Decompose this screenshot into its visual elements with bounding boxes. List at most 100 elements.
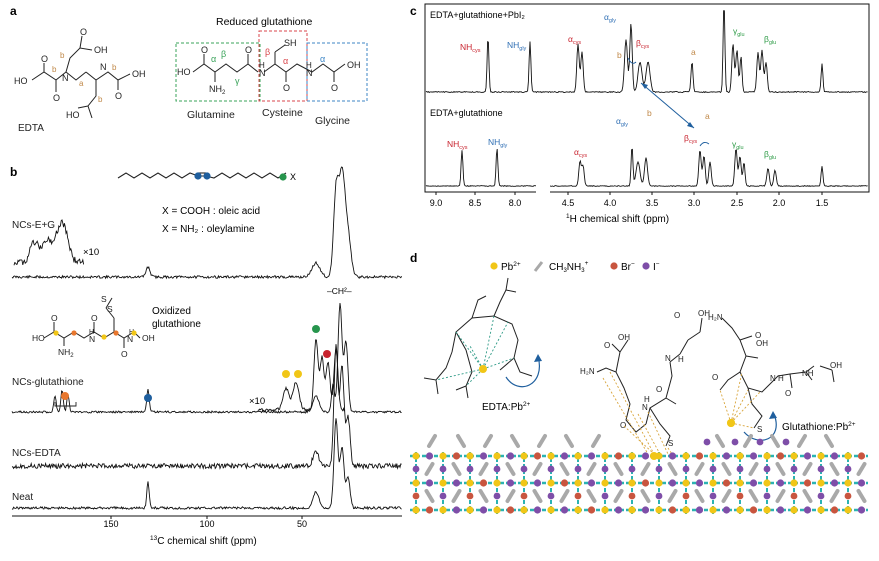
- ox-o3: O: [121, 349, 128, 359]
- perovskite-lattice: [410, 419, 868, 514]
- right-o2: O: [712, 373, 718, 382]
- residue-cysteine: Cysteine: [262, 107, 303, 119]
- trace-label-nce: NCs-E+G: [12, 220, 55, 231]
- peak-marker-red: [323, 350, 331, 358]
- panel-b-letter: b: [10, 165, 17, 179]
- c-top-spectrum: [425, 10, 868, 94]
- ox-o2: O: [91, 313, 98, 323]
- mid-n1: N: [665, 354, 671, 363]
- trace-nce: [11, 166, 402, 280]
- edta-pb-arrowhead: [534, 354, 542, 362]
- legend-cooh: X = COOH : oleic acid: [162, 206, 260, 217]
- edta-structure: HO O OH O N N O OH O HO a b b b b EDTA: [14, 27, 146, 134]
- c-tick-1.5: 1.5: [816, 198, 829, 208]
- c-tick-4.5: 4.5: [562, 198, 575, 208]
- c-bottom-spectrum: [425, 148, 868, 187]
- right-o1: O: [755, 331, 761, 340]
- edta-o3: O: [53, 93, 60, 103]
- right-h1: H: [778, 374, 784, 383]
- c-top-b: b: [617, 50, 622, 60]
- mid-oh1: OH: [618, 333, 630, 342]
- greek-alpha-gly: α: [320, 54, 325, 64]
- c-tick-3.5: 3.5: [646, 198, 659, 208]
- legend-ma-bar: [533, 261, 544, 272]
- ligand-marker-blue-1: [194, 172, 202, 180]
- c-top-alpha-gly: αgly: [604, 12, 616, 24]
- ligand-x: X: [290, 172, 296, 182]
- panel-b: b X X = COOH : oleic acid X = NH₂ : oley…: [10, 165, 402, 547]
- legend-br-dot: [610, 262, 618, 270]
- c-tick-4.0: 4.0: [604, 198, 617, 208]
- panel-d-letter: d: [410, 251, 417, 265]
- trace-label-nced: NCs-EDTA: [12, 448, 61, 459]
- greek-gamma-glu: γ: [235, 76, 240, 86]
- edta-lab-a: a: [79, 79, 84, 88]
- c-tick-9.0: 9.0: [430, 198, 443, 208]
- mid-n2: N: [642, 403, 648, 412]
- c-xaxis-label: 1H chemical shift (ppm): [566, 213, 669, 225]
- panel-d: d Pb2+ CH3NH3+ Br− I−: [410, 251, 868, 514]
- edta-ho2: HO: [66, 110, 80, 120]
- edta-ho1: HO: [14, 76, 28, 86]
- b-tick-50: 50: [297, 519, 307, 529]
- glut-n2: N: [306, 68, 313, 78]
- glut-pb-arrow: [743, 413, 777, 441]
- panel-c: c EDTA+glutathione+PbI₂ EDTA+glutathione…: [410, 3, 870, 225]
- glut-h2: H: [306, 61, 312, 70]
- glut-o2: O: [245, 45, 252, 55]
- ligand-marker-blue-2: [203, 172, 211, 180]
- oxidized-bonds: [43, 297, 141, 348]
- right-glut-bonds: [719, 317, 835, 429]
- glut-o1: O: [201, 45, 208, 55]
- glutathione-bonds: [192, 44, 346, 82]
- edta-o2: O: [80, 27, 87, 37]
- trace-nce-zoom: [13, 219, 85, 266]
- legend-pb-dot: [490, 262, 498, 270]
- peak-marker-green: [312, 325, 320, 333]
- oxidized-title-1: Oxidized: [152, 306, 191, 317]
- panel-c-letter: c: [410, 4, 417, 18]
- c-bottom-label: EDTA+glutathione: [430, 108, 503, 118]
- c-tick-8.5: 8.5: [469, 198, 482, 208]
- greek-beta-glu: β: [221, 49, 226, 59]
- right-h2n: H₂N: [708, 313, 723, 322]
- greek-beta-cys: β: [265, 47, 270, 57]
- glutamine-box: [175, 42, 261, 102]
- trace-label-ncg: NCs-glutathione: [12, 377, 84, 388]
- c-shift-arrow-head-1: [641, 83, 648, 89]
- ox-marker-yellow-2: [101, 334, 107, 340]
- edta-pb-bonds: [423, 277, 533, 399]
- trace-label-neat: Neat: [12, 492, 33, 503]
- edta-lab-b2: b: [60, 51, 65, 60]
- b-ticks: [110, 516, 303, 519]
- c-bot-beta-cys: βcys: [684, 133, 697, 145]
- c-ticks: [435, 192, 823, 195]
- b-xaxis-label: 13C chemical shift (ppm): [150, 535, 257, 547]
- ch2-label: –CH²–: [327, 286, 352, 296]
- panel-a-letter: a: [10, 4, 17, 18]
- c-tick-8.0: 8.0: [509, 198, 522, 208]
- mid-o3: O: [656, 385, 662, 394]
- trace-nced: [11, 344, 402, 470]
- c-top-label: EDTA+glutathione+PbI₂: [430, 10, 525, 20]
- ox-oh: OH: [142, 333, 155, 343]
- legend-nh2: X = NH₂ : oleylamine: [162, 224, 255, 235]
- right-s: S: [757, 425, 762, 434]
- edta-pb-ion: [479, 365, 487, 373]
- mid-oh2: OH: [698, 309, 710, 318]
- ox-marker-orange-2: [113, 330, 119, 336]
- c-bot-a: a: [705, 111, 710, 121]
- edta-n2: N: [100, 62, 107, 72]
- glut-pb-arrowhead: [769, 411, 777, 419]
- peak-marker-yellow-2: [294, 370, 302, 378]
- c-tick-2.5: 2.5: [731, 198, 744, 208]
- c-bot-nh-gly: NHgly: [488, 137, 508, 149]
- right-nh: NH: [802, 369, 814, 378]
- greek-alpha-cys: α: [283, 56, 288, 66]
- glycine-box: [306, 42, 368, 102]
- ox-nh2: NH2: [58, 347, 74, 359]
- ox-o1: O: [51, 313, 58, 323]
- mid-o1: O: [604, 341, 610, 350]
- oxidized-title-2: glutathione: [152, 319, 201, 330]
